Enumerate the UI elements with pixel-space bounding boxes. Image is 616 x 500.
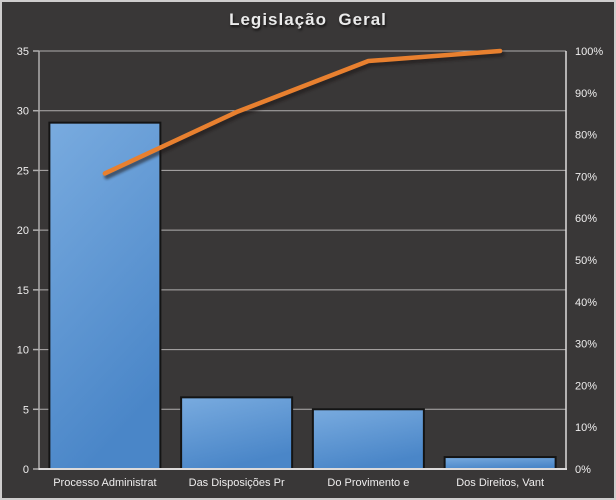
percent-axis-tick-label[interactable]: 40% bbox=[575, 297, 597, 309]
percent-axis-tick-label[interactable]: 80% bbox=[575, 130, 597, 142]
y-axis-tick-label[interactable]: 35 bbox=[17, 46, 29, 58]
y-axis-tick-label[interactable]: 15 bbox=[17, 285, 29, 297]
category-label[interactable]: Do Provimento e bbox=[327, 477, 409, 489]
percent-axis-tick-label[interactable]: 30% bbox=[575, 339, 597, 351]
bar-2[interactable] bbox=[180, 396, 294, 471]
y-axis-tick-label[interactable]: 10 bbox=[17, 345, 29, 357]
bar-4[interactable] bbox=[443, 456, 557, 470]
percent-axis-tick-label[interactable]: 20% bbox=[575, 380, 597, 392]
y-axis-tick-label[interactable]: 30 bbox=[17, 106, 29, 118]
y-axis-tick-label[interactable]: 25 bbox=[17, 165, 29, 177]
percent-axis-tick-label[interactable]: 10% bbox=[575, 422, 597, 434]
y-axis-tick-label[interactable]: 20 bbox=[17, 225, 29, 237]
category-label[interactable]: Dos Direitos, Vant bbox=[456, 477, 544, 489]
percent-axis-tick-label[interactable]: 60% bbox=[575, 213, 597, 225]
chart-title: Legislação Geral bbox=[229, 10, 387, 29]
y-axis-tick-label[interactable]: 0 bbox=[23, 464, 29, 476]
bar-3[interactable] bbox=[311, 408, 425, 470]
category-label[interactable]: Processo Administrat bbox=[53, 477, 156, 489]
bar-1[interactable] bbox=[48, 121, 162, 471]
category-label[interactable]: Das Disposições Pr bbox=[189, 477, 285, 489]
percent-axis-tick-label[interactable]: 0% bbox=[575, 464, 591, 476]
percent-axis-tick-label[interactable]: 50% bbox=[575, 255, 597, 267]
percent-axis-tick-label[interactable]: 100% bbox=[575, 46, 603, 58]
cumulative-line-shadow bbox=[104, 51, 505, 180]
y-axis-tick-label[interactable]: 5 bbox=[23, 404, 29, 416]
percent-axis-tick-label[interactable]: 70% bbox=[575, 171, 597, 183]
percent-axis-tick-label[interactable]: 90% bbox=[575, 88, 597, 100]
cumulative-line[interactable] bbox=[102, 48, 503, 176]
